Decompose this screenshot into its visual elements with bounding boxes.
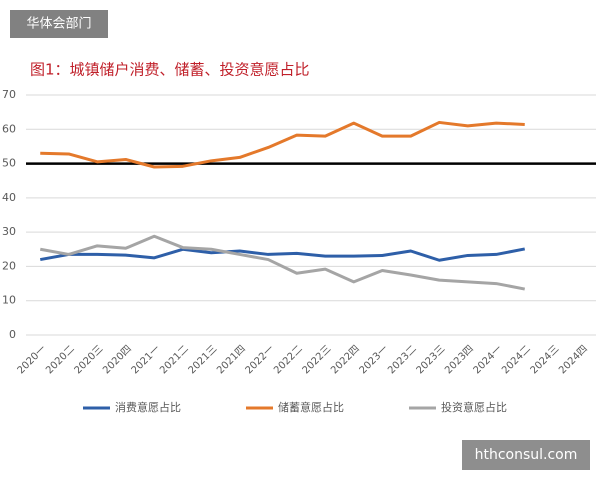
x-tick-label: 2024四 <box>557 343 590 376</box>
x-tick-label: 2023一 <box>358 343 391 376</box>
y-tick-label: 50 <box>2 157 16 170</box>
x-tick-label: 2020三 <box>73 343 106 376</box>
x-tick-label: 2022四 <box>329 343 362 376</box>
series-line <box>39 247 526 262</box>
series-line <box>40 120 525 169</box>
y-tick-label: 30 <box>2 225 16 238</box>
plot-area: 0 10 20 30 40 50 60 70 2020一2020二2020三2020四2021一… <box>2 88 596 414</box>
y-tick-label: 0 <box>9 328 16 341</box>
x-tick-label: 2023四 <box>443 343 476 376</box>
y-tick-label: 70 <box>2 88 16 101</box>
legend-label: 储蓄意愿占比 <box>278 400 344 414</box>
x-tick-label: 2023三 <box>415 343 448 376</box>
y-tick-label: 20 <box>2 259 16 272</box>
badge-box <box>10 10 108 38</box>
chart-title: 图1：城镇储户消费、储蓄、投资意愿占比 <box>30 61 310 79</box>
x-tick-label: 2020二 <box>44 343 77 376</box>
y-tick-label: 60 <box>2 122 16 135</box>
series-line <box>39 234 526 291</box>
x-tick-label: 2022三 <box>301 343 334 376</box>
x-tick-label: 2020四 <box>101 343 134 376</box>
badge: 华体会部门 <box>26 17 91 32</box>
legend-label: 消费意愿占比 <box>115 400 181 414</box>
x-tick-label: 2022二 <box>272 343 305 376</box>
watermark-box <box>462 440 590 470</box>
x-tick-label: 2023二 <box>386 343 419 376</box>
x-tick-label: 2021二 <box>158 343 191 376</box>
x-tick-label: 2021一 <box>130 343 163 376</box>
legend-label: 投资意愿占比 <box>441 400 507 414</box>
x-tick-label: 2024二 <box>500 343 533 376</box>
y-tick-label: 40 <box>2 191 16 204</box>
y-tick-label: 10 <box>2 294 16 307</box>
x-tick-label: 2024三 <box>529 343 562 376</box>
x-tick-label: 2021三 <box>187 343 220 376</box>
watermark: hthconsul.com <box>475 447 578 463</box>
x-tick-label: 2020一 <box>16 343 49 376</box>
x-tick-label: 2021四 <box>215 343 248 376</box>
x-tick-label: 2024一 <box>472 343 505 376</box>
x-tick-label: 2022一 <box>244 343 277 376</box>
